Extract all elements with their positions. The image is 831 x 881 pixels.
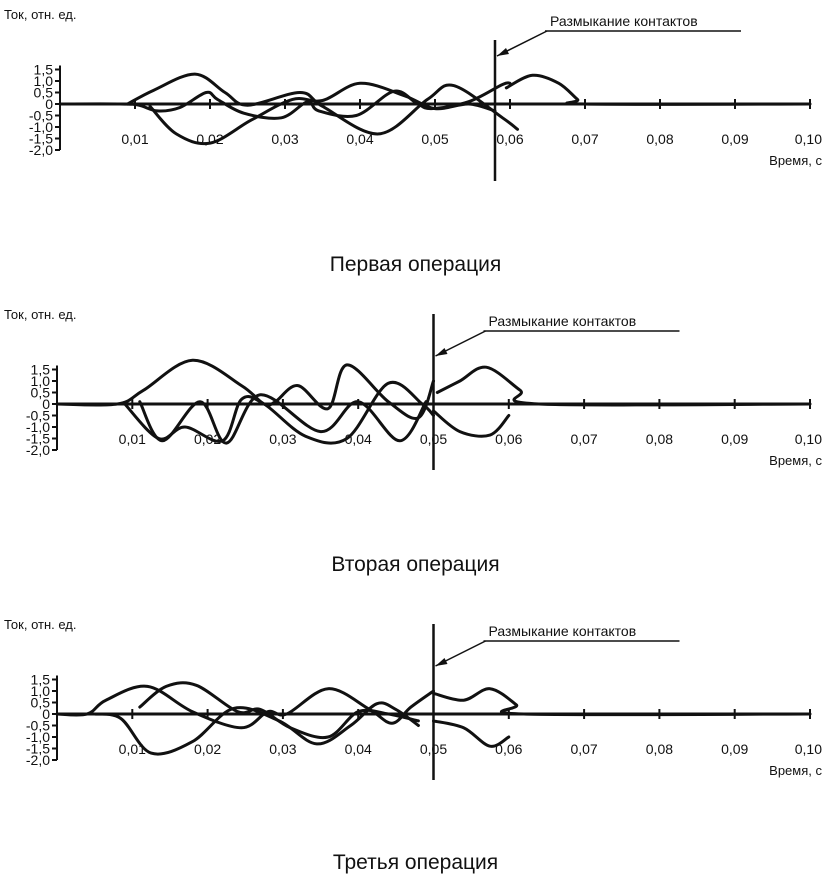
annotation-arrowhead <box>497 48 509 56</box>
y-axis-label: Ток, отн. ед. <box>4 307 77 322</box>
y-tick-label: -1,5 <box>26 741 50 757</box>
x-tick-label: 0,03 <box>269 431 296 447</box>
y-axis-label: Ток, отн. ед. <box>4 7 77 22</box>
x-tick-label: 0,05 <box>421 131 448 147</box>
series-line-2 <box>123 380 435 445</box>
y-tick-label: 0 <box>45 96 53 112</box>
series-line-3 <box>148 81 497 146</box>
x-tick-label: 0,02 <box>194 741 221 757</box>
y-axis-label: Ток, отн. ед. <box>4 617 77 632</box>
series-line-3 <box>138 393 428 445</box>
x-tick-label: 0,07 <box>570 741 597 757</box>
chart-svg-2: 1,51,00,50-0,5-1,0-1,5-2,0 Ток, отн. ед. 0… <box>4 307 822 470</box>
chart-panel-3: 1,5 1,0 0,5 0 -0,5 -1,0 -1,5 -2,0 Ток, отн. ед. 0… <box>0 610 831 880</box>
x-tick-label: 0,01 <box>119 741 146 757</box>
y-tick-label: -1,5 <box>26 431 50 447</box>
x-axis-label: Время, с <box>769 153 822 168</box>
series-line-2 <box>126 72 519 136</box>
x-axis-label: Время, с <box>769 453 822 468</box>
x-tick-label: 0,07 <box>571 131 598 147</box>
chart-title-3: Третья операция <box>332 851 499 874</box>
x-tick-label: 0,03 <box>271 131 298 147</box>
x-tick-label: 0,08 <box>646 131 673 147</box>
series-line-3 <box>138 681 420 740</box>
annotation-arrowhead <box>435 658 448 666</box>
y-tick-label: -1,0 <box>29 119 53 135</box>
x-tick-label: 0,10 <box>795 431 822 447</box>
series-line-5 <box>432 719 511 748</box>
y-tick-label: -0,5 <box>26 718 50 734</box>
x-tick-label: 0,04 <box>346 131 373 147</box>
x-tick-label: 0,03 <box>269 741 296 757</box>
y-tick-label: 0,5 <box>31 695 51 711</box>
x-tick-label: 0,01 <box>121 131 148 147</box>
x-tick-label: 0,09 <box>721 741 748 757</box>
y-tick-label: 1,5 <box>34 62 54 78</box>
chart-title-1: Первая операция <box>329 253 502 276</box>
x-tick-label: 0,06 <box>495 431 522 447</box>
x-axis-label: Время, с <box>769 763 822 778</box>
x-tick-label: 0,06 <box>495 741 522 757</box>
series-line-4 <box>504 73 812 106</box>
x-tick-label: 0,09 <box>721 131 748 147</box>
y-tick-label: -0,5 <box>29 108 53 124</box>
annotation-label: Размыкание контактов <box>489 623 637 639</box>
x-tick-label: 0,10 <box>795 741 822 757</box>
chart-panel-1: 1,5 1,0 0,5 0 -0,5 -1,0 -1,5 -2,0 Ток, отн. ед. 0… <box>0 0 831 270</box>
y-tick-label: 1,0 <box>34 73 54 89</box>
x-tick-label: 0,01 <box>119 431 146 447</box>
series-line-4 <box>435 365 812 407</box>
annotation-arrowhead <box>435 348 448 356</box>
x-tick-label: 0,09 <box>721 431 748 447</box>
y-tick-label: -2,0 <box>29 142 53 158</box>
y-tick-label: 1,5 <box>31 362 51 378</box>
y-tick-label: 0 <box>42 706 50 722</box>
y-tick-label: 0 <box>42 396 50 412</box>
y-tick-label: -0,5 <box>26 408 50 424</box>
chart-panel-2: 1,5 1,0 0,5 0 -0,5 -1,0 -1,5 -2,0 Ток, отн. ед. 0… <box>0 300 831 570</box>
annotation-label: Размыкание контактов <box>489 313 637 329</box>
x-tick-label: 0,06 <box>496 131 523 147</box>
y-tick-label: -1,0 <box>26 729 50 745</box>
series-line-4 <box>432 687 812 717</box>
chart-svg-3: 1,51,00,50-0,5-1,0-1,5-2,0 Ток, отн. ед. 0… <box>4 617 822 780</box>
chart-svg-1: 1,51,00,50-0,5-1,0-1,5-2,0 Ток, отн. ед. 0… <box>4 7 822 181</box>
x-tick-label: 0,10 <box>795 131 822 147</box>
series-line-5 <box>432 409 511 438</box>
y-tick-label: 0,5 <box>31 385 51 401</box>
y-tick-label: -1,0 <box>26 419 50 435</box>
y-tick-label: 1,0 <box>31 373 51 389</box>
x-tick-label: 0,08 <box>646 741 673 757</box>
y-tick-label: -2,0 <box>26 442 50 458</box>
chart-title-2: Вторая операция <box>331 553 500 576</box>
x-tick-label: 0,04 <box>345 741 372 757</box>
annotation-label: Размыкание контактов <box>550 13 698 29</box>
y-tick-label: 0,5 <box>34 85 54 101</box>
y-tick-label: 1,5 <box>31 672 51 688</box>
y-tick-label: 1,0 <box>31 683 51 699</box>
y-tick-label: -1,5 <box>29 131 53 147</box>
x-tick-label: 0,08 <box>646 431 673 447</box>
x-tick-label: 0,07 <box>570 431 597 447</box>
y-tick-label: -2,0 <box>26 752 50 768</box>
